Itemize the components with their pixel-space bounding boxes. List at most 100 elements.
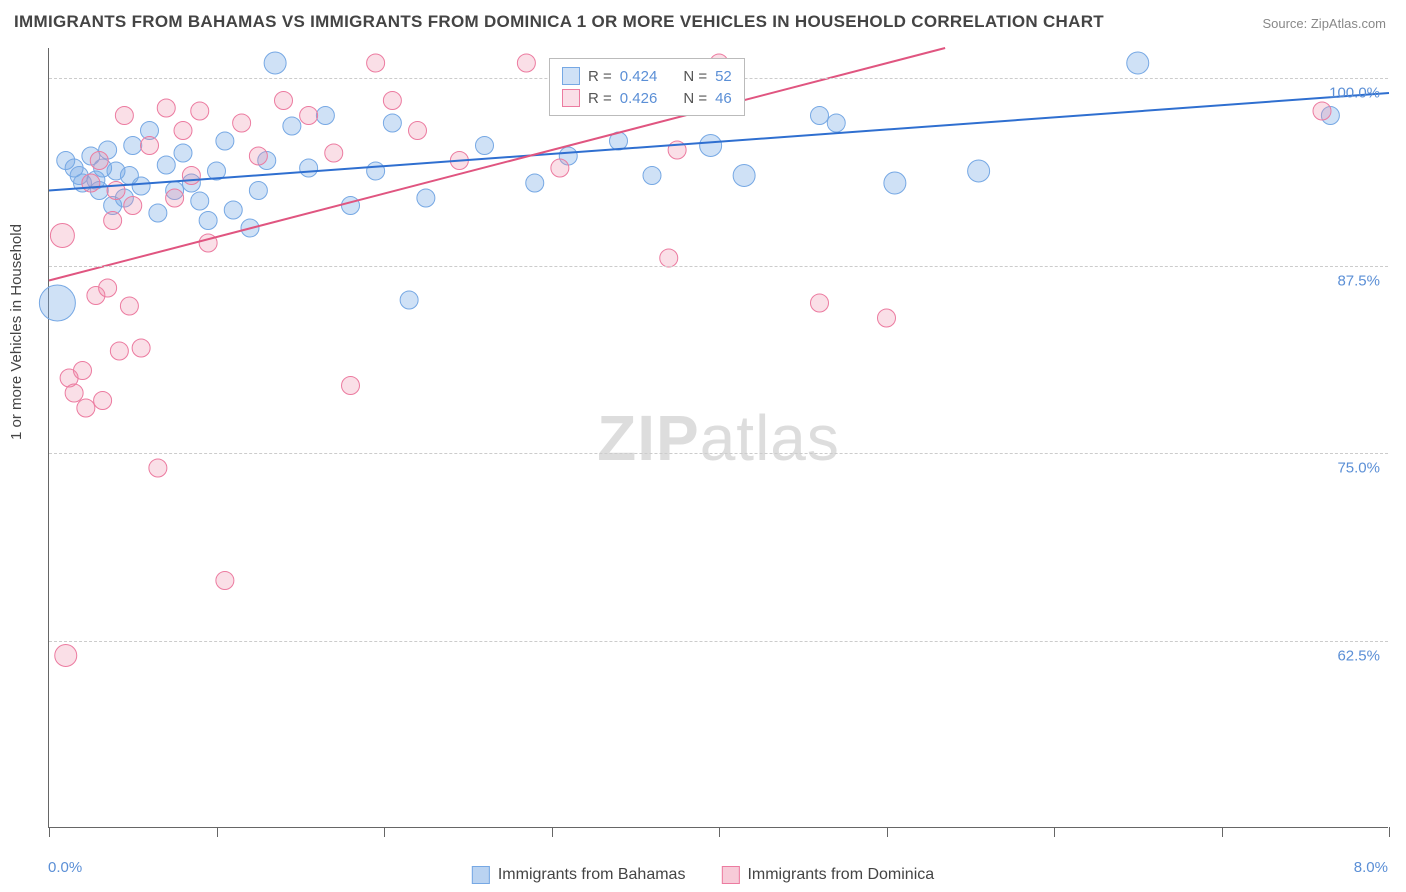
data-point	[700, 135, 722, 157]
gridline	[49, 266, 1388, 267]
data-point	[174, 122, 192, 140]
x-tick	[217, 827, 218, 837]
data-point	[417, 189, 435, 207]
data-point	[400, 291, 418, 309]
data-point	[643, 167, 661, 185]
gridline	[49, 641, 1388, 642]
x-tick	[1054, 827, 1055, 837]
data-point	[249, 147, 267, 165]
r-label: R =	[588, 68, 612, 85]
data-point	[157, 156, 175, 174]
data-point	[249, 182, 267, 200]
data-point	[90, 152, 108, 170]
data-point	[132, 339, 150, 357]
data-point	[141, 137, 159, 155]
data-point	[342, 197, 360, 215]
legend-row: R = 0.424 N = 52	[562, 65, 732, 87]
data-point	[115, 107, 133, 125]
data-point	[174, 144, 192, 162]
data-point	[409, 122, 427, 140]
x-tick	[719, 827, 720, 837]
data-point	[65, 384, 83, 402]
legend-swatch	[562, 67, 580, 85]
data-point	[55, 645, 77, 667]
x-tick	[1222, 827, 1223, 837]
data-point	[827, 114, 845, 132]
r-value: 0.426	[620, 90, 658, 107]
data-point	[526, 174, 544, 192]
legend-label: Immigrants from Bahamas	[498, 866, 686, 884]
x-axis-min-label: 0.0%	[48, 859, 82, 876]
chart-plot-area: ZIPatlas 62.5%75.0%87.5%100.0% R = 0.424…	[48, 48, 1388, 828]
gridline	[49, 453, 1388, 454]
data-point	[342, 377, 360, 395]
data-point	[811, 294, 829, 312]
source-attribution: Source: ZipAtlas.com	[1262, 16, 1386, 31]
n-label: N =	[683, 68, 707, 85]
data-point	[383, 92, 401, 110]
data-point	[1127, 52, 1149, 74]
data-point	[166, 189, 184, 207]
data-point	[517, 54, 535, 72]
legend-item: Immigrants from Bahamas	[472, 866, 686, 884]
n-value: 46	[715, 90, 732, 107]
n-value: 52	[715, 68, 732, 85]
legend-swatch	[472, 866, 490, 884]
y-axis-label: 1 or more Vehicles in Household	[8, 224, 25, 440]
data-point	[264, 52, 286, 74]
data-point	[300, 107, 318, 125]
data-point	[551, 159, 569, 177]
legend-swatch	[721, 866, 739, 884]
chart-title: IMMIGRANTS FROM BAHAMAS VS IMMIGRANTS FR…	[14, 12, 1104, 32]
data-point	[77, 399, 95, 417]
scatter-svg	[49, 48, 1388, 827]
data-point	[124, 137, 142, 155]
legend-label: Immigrants from Dominica	[747, 866, 934, 884]
correlation-legend: R = 0.424 N = 52 R = 0.426N = 46	[549, 58, 745, 116]
x-tick	[552, 827, 553, 837]
y-tick-label: 87.5%	[1337, 272, 1380, 289]
data-point	[325, 144, 343, 162]
data-point	[1313, 102, 1331, 120]
data-point	[367, 54, 385, 72]
y-tick-label: 62.5%	[1337, 647, 1380, 664]
data-point	[191, 192, 209, 210]
data-point	[124, 197, 142, 215]
data-point	[476, 137, 494, 155]
data-point	[182, 167, 200, 185]
series-legend: Immigrants from Bahamas Immigrants from D…	[472, 866, 934, 884]
legend-row: R = 0.426N = 46	[562, 87, 732, 109]
data-point	[300, 159, 318, 177]
data-point	[283, 117, 301, 135]
x-axis-max-label: 8.0%	[1354, 859, 1388, 876]
data-point	[199, 212, 217, 230]
data-point	[99, 279, 117, 297]
data-point	[74, 362, 92, 380]
data-point	[733, 165, 755, 187]
data-point	[224, 201, 242, 219]
y-tick-label: 75.0%	[1337, 460, 1380, 477]
data-point	[811, 107, 829, 125]
x-tick	[49, 827, 50, 837]
data-point	[316, 107, 334, 125]
data-point	[104, 212, 122, 230]
data-point	[149, 204, 167, 222]
r-label: R =	[588, 90, 612, 107]
x-tick	[887, 827, 888, 837]
data-point	[39, 285, 75, 321]
data-point	[383, 114, 401, 132]
data-point	[216, 132, 234, 150]
data-point	[82, 174, 100, 192]
r-value: 0.424	[620, 68, 658, 85]
data-point	[233, 114, 251, 132]
data-point	[132, 177, 150, 195]
data-point	[878, 309, 896, 327]
data-point	[660, 249, 678, 267]
data-point	[216, 572, 234, 590]
x-tick	[1389, 827, 1390, 837]
legend-swatch	[562, 89, 580, 107]
trend-line	[49, 48, 945, 281]
data-point	[94, 392, 112, 410]
data-point	[157, 99, 175, 117]
x-tick	[384, 827, 385, 837]
